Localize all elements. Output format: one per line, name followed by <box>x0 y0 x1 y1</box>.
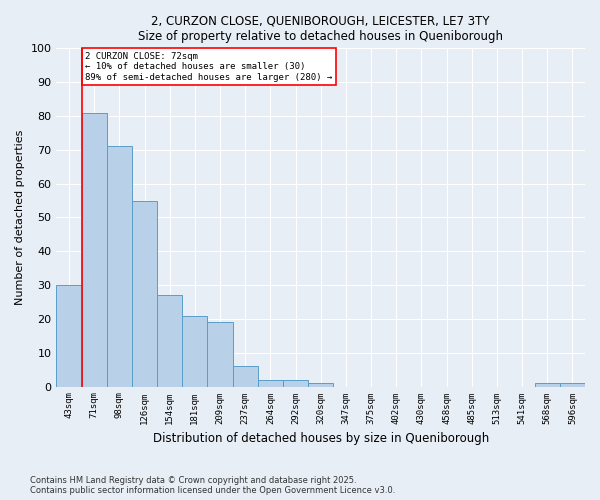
Bar <box>560 383 585 386</box>
Bar <box>258 380 283 386</box>
Bar <box>308 383 333 386</box>
Bar <box>283 380 308 386</box>
Bar <box>233 366 258 386</box>
Y-axis label: Number of detached properties: Number of detached properties <box>15 130 25 305</box>
Bar <box>182 316 208 386</box>
Bar <box>535 383 560 386</box>
Text: 2 CURZON CLOSE: 72sqm
← 10% of detached houses are smaller (30)
89% of semi-deta: 2 CURZON CLOSE: 72sqm ← 10% of detached … <box>85 52 332 82</box>
Bar <box>56 285 82 386</box>
Bar <box>132 200 157 386</box>
Bar <box>157 295 182 386</box>
Text: Contains HM Land Registry data © Crown copyright and database right 2025.
Contai: Contains HM Land Registry data © Crown c… <box>30 476 395 495</box>
Bar <box>107 146 132 386</box>
Title: 2, CURZON CLOSE, QUENIBOROUGH, LEICESTER, LE7 3TY
Size of property relative to d: 2, CURZON CLOSE, QUENIBOROUGH, LEICESTER… <box>138 15 503 43</box>
X-axis label: Distribution of detached houses by size in Queniborough: Distribution of detached houses by size … <box>152 432 489 445</box>
Bar <box>208 322 233 386</box>
Bar <box>82 112 107 386</box>
